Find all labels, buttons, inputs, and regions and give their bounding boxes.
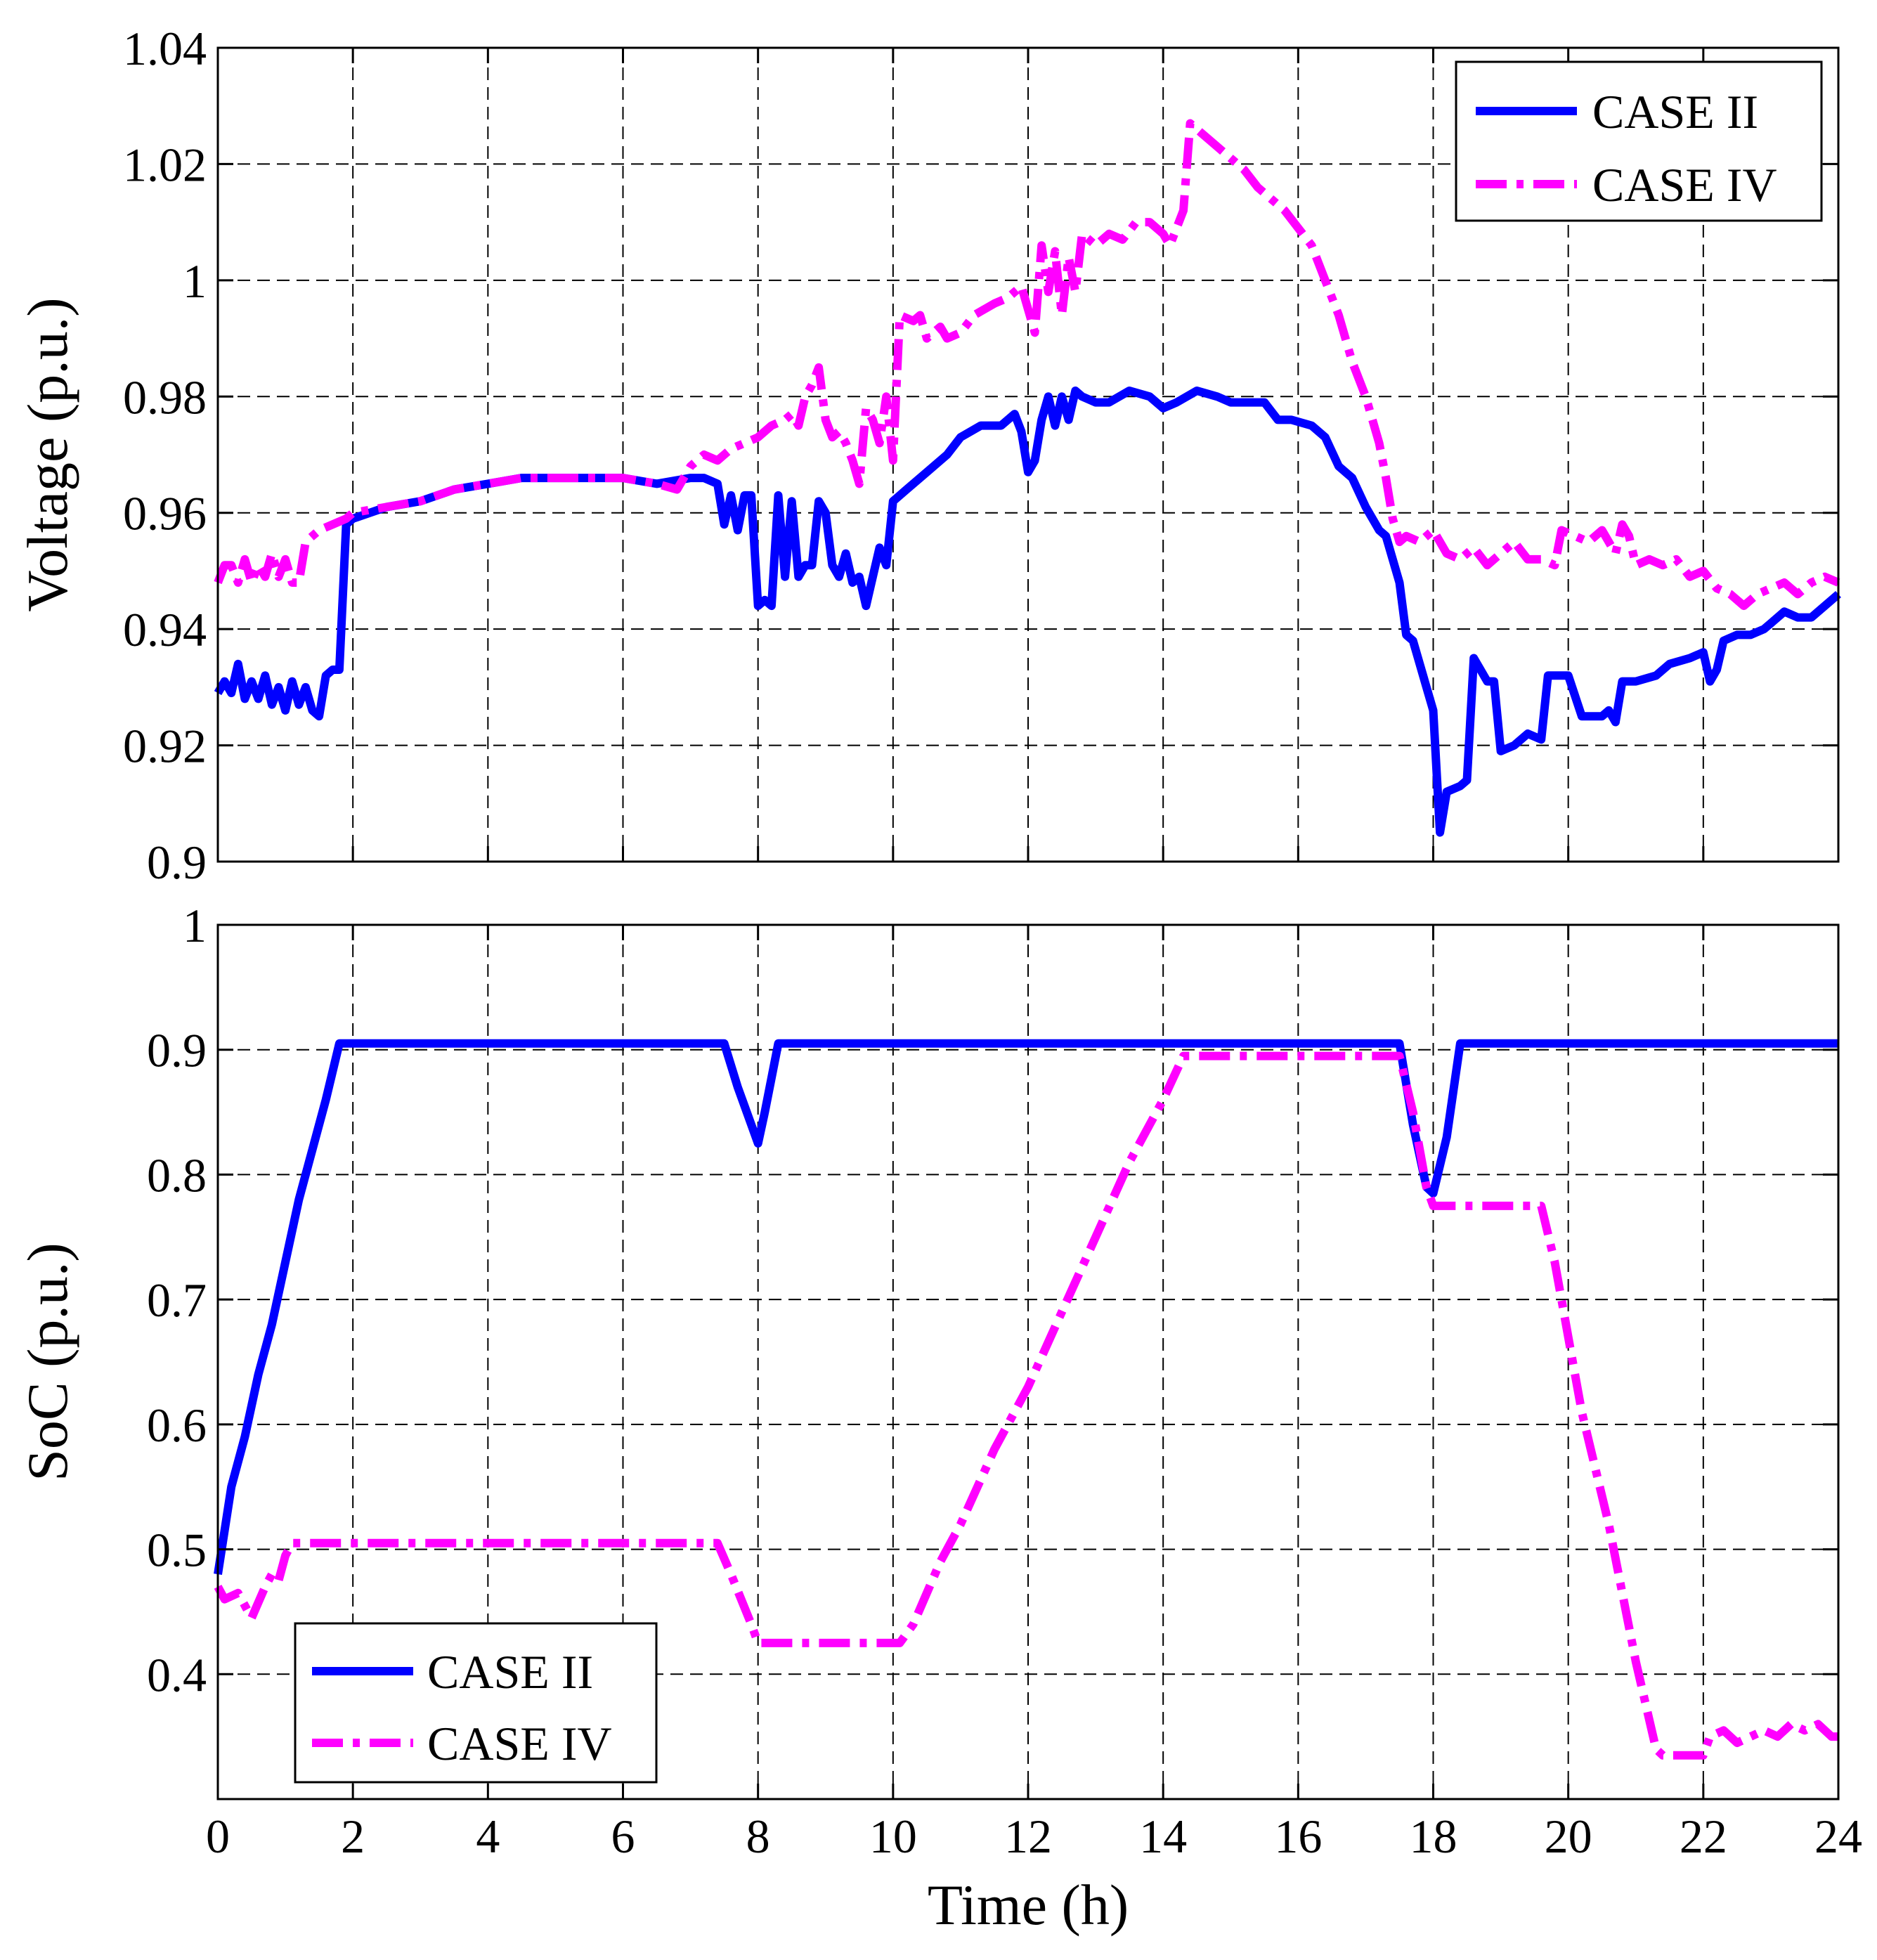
soc-xtick-label-18: 18	[1410, 1810, 1457, 1863]
soc-legend-label-case-ii: CASE II	[427, 1645, 593, 1699]
soc-xtick-label-4: 4	[476, 1810, 500, 1863]
voltage-ytick-label-1: 1	[183, 254, 207, 308]
soc-y-axis-label: SoC (p.u.)	[15, 1242, 79, 1481]
soc-ytick-label-0.5: 0.5	[147, 1524, 207, 1577]
soc-xtick-label-6: 6	[611, 1810, 635, 1863]
soc-xtick-label-16: 16	[1274, 1810, 1322, 1863]
soc-xtick-label-24: 24	[1814, 1810, 1862, 1863]
soc-xtick-label-10: 10	[869, 1810, 917, 1863]
voltage-ytick-label-0.92: 0.92	[123, 720, 207, 773]
voltage-ytick-label-1.04: 1.04	[123, 22, 207, 75]
soc-xtick-label-2: 2	[341, 1810, 365, 1863]
voltage-ytick-label-0.94: 0.94	[123, 603, 207, 656]
soc-xtick-label-20: 20	[1545, 1810, 1592, 1863]
soc-legend-box	[294, 1622, 658, 1784]
soc-grid	[218, 925, 1838, 1799]
voltage-legend-box	[1455, 60, 1823, 222]
voltage-ytick-label-0.9: 0.9	[147, 836, 207, 889]
voltage-ticks: 0.9 0.92 0.94 0.96 0.98 1 1.02 1.04	[123, 22, 1840, 889]
soc-ytick-label-0.4: 0.4	[147, 1648, 207, 1701]
voltage-legend: CASE II CASE IV	[1455, 60, 1823, 222]
time-x-axis-label: Time (h)	[928, 1873, 1129, 1937]
soc-xtick-label-8: 8	[746, 1810, 770, 1863]
voltage-y-axis-label: Voltage (p.u.)	[15, 297, 79, 611]
soc-ytick-label-1: 1	[183, 899, 207, 952]
soc-xtick-label-0: 0	[206, 1810, 230, 1863]
voltage-legend-label-case-iv: CASE IV	[1592, 158, 1777, 212]
soc-ticks: 0 2 4 6 8 10 12 14 16 18 20 22 240.40.50.60.70.80.91	[147, 899, 1862, 1863]
soc-legend: CASE II CASE IV	[294, 1622, 658, 1784]
soc-ytick-label-0.9: 0.9	[147, 1024, 207, 1077]
soc-xtick-label-12: 12	[1004, 1810, 1052, 1863]
soc-ytick-label-0.6: 0.6	[147, 1398, 207, 1452]
soc-xtick-label-14: 14	[1139, 1810, 1187, 1863]
voltage-series	[214, 119, 1841, 837]
soc-xtick-label-22: 22	[1680, 1810, 1727, 1863]
soc-series	[214, 1039, 1838, 1760]
soc-ytick-label-0.7: 0.7	[147, 1273, 207, 1327]
soc-series-line-case-iv	[214, 1051, 1838, 1760]
soc-series-line-case-ii	[214, 1039, 1838, 1576]
voltage-ytick-label-0.96: 0.96	[123, 487, 207, 540]
voltage-ytick-label-0.98: 0.98	[123, 370, 207, 424]
soc-panel: 0 2 4 6 8 10 12 14 16 18 20 22 240.40.50.60.70.80.91…	[15, 899, 1862, 1937]
voltage-legend-label-case-ii: CASE II	[1592, 85, 1758, 138]
soc-legend-label-case-iv: CASE IV	[427, 1717, 612, 1770]
voltage-panel: 0.9 0.92 0.94 0.96 0.98 1 1.02 1.04 Voltage (p.…	[15, 22, 1841, 889]
soc-ytick-label-0.8: 0.8	[147, 1148, 207, 1202]
voltage-series-line-case-iv	[214, 119, 1840, 611]
voltage-ytick-label-1.02: 1.02	[123, 138, 207, 191]
voltage-grid	[218, 48, 1838, 862]
